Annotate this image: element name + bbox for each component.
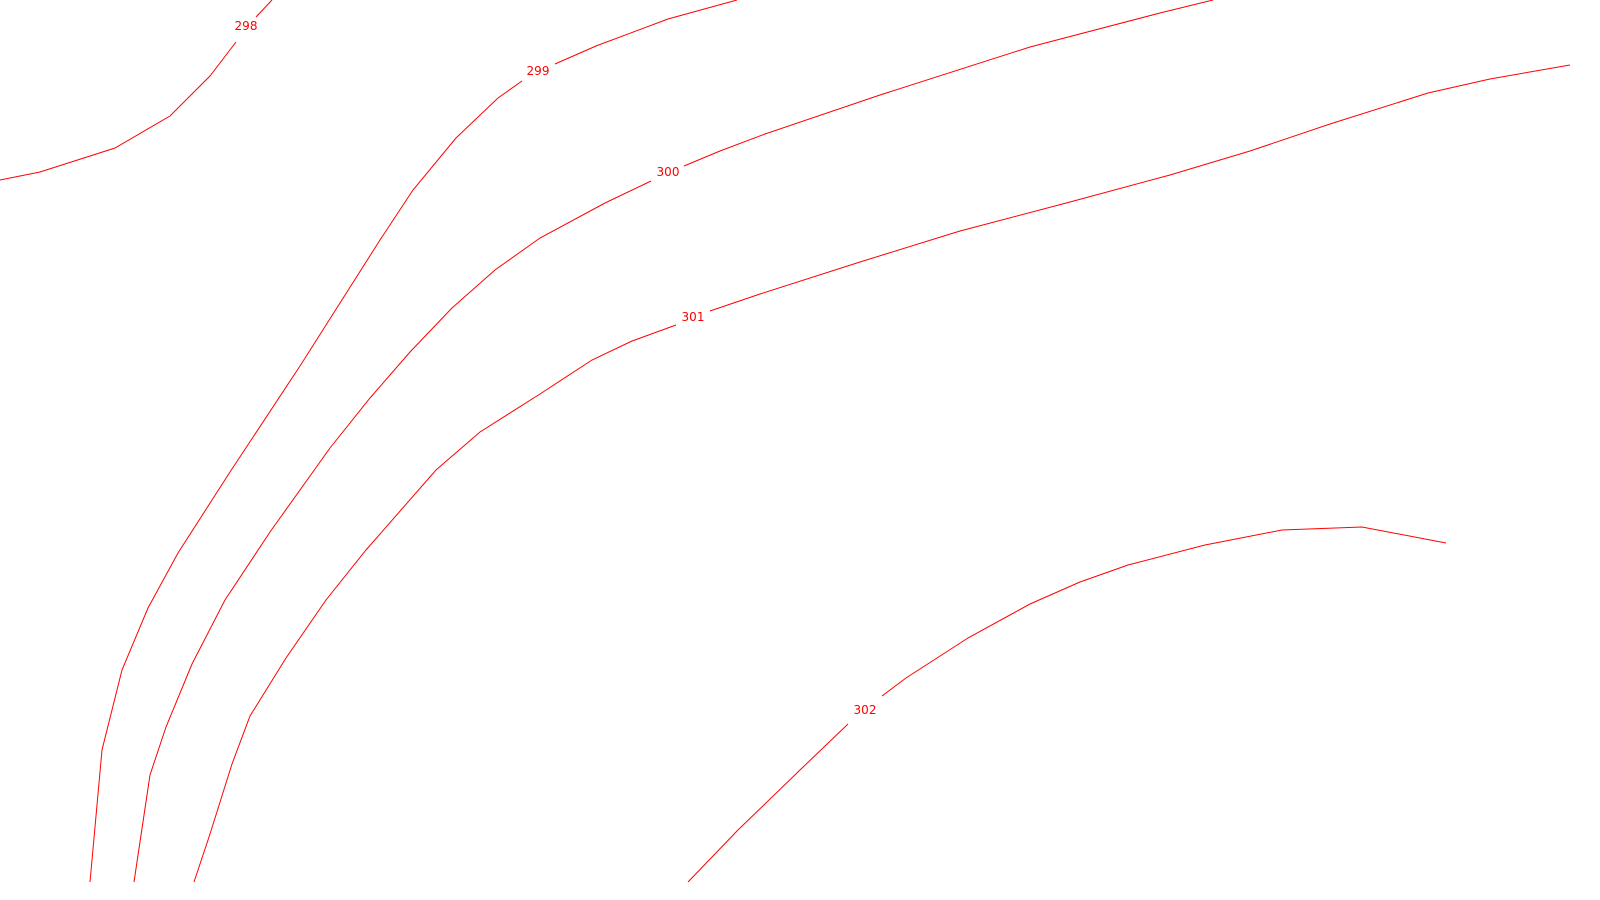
contour-line-300-tail	[683, 0, 1214, 167]
contour-label-301: 301	[682, 310, 705, 324]
contour-line-302	[687, 723, 849, 883]
contour-299: 299	[89, 0, 738, 883]
contour-label-299: 299	[527, 64, 550, 78]
contour-line-302-tail	[881, 526, 1447, 697]
contour-302: 302	[687, 526, 1447, 883]
contour-line-301	[193, 324, 677, 883]
contour-line-301-tail	[709, 64, 1571, 312]
contour-301: 301	[193, 64, 1571, 883]
contour-line-298	[0, 41, 237, 181]
contour-300: 300	[133, 0, 1214, 883]
contour-line-300	[133, 180, 652, 883]
contour-line-298-tail	[255, 0, 273, 18]
contour-label-302: 302	[854, 703, 877, 717]
contour-line-299-tail	[554, 0, 738, 65]
contour-298: 298	[0, 0, 273, 181]
contour-label-298: 298	[235, 19, 258, 33]
contour-label-300: 300	[657, 165, 680, 179]
contour-line-299	[89, 80, 523, 883]
